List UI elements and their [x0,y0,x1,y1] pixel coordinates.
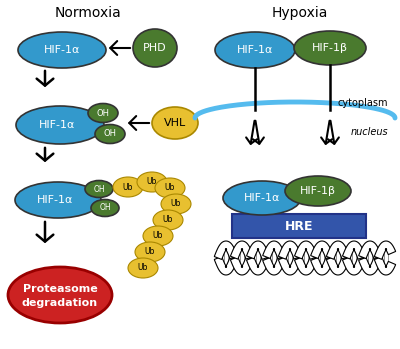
Ellipse shape [18,32,106,68]
Ellipse shape [95,125,125,143]
Polygon shape [374,241,396,259]
Text: Ub: Ub [147,178,157,186]
Text: HIF-1α: HIF-1α [44,45,80,55]
Text: OH: OH [99,203,111,213]
Text: Ub: Ub [171,200,181,208]
Text: Normoxia: Normoxia [55,6,121,20]
Ellipse shape [135,242,165,262]
Text: HIF-1β: HIF-1β [312,43,348,53]
Text: Ub: Ub [123,183,133,192]
Ellipse shape [133,29,177,67]
Text: OH: OH [104,129,116,139]
Polygon shape [294,257,318,275]
Text: Hypoxia: Hypoxia [272,6,328,20]
Polygon shape [294,241,318,259]
Polygon shape [326,257,350,275]
Polygon shape [311,258,333,275]
Ellipse shape [91,200,119,216]
Ellipse shape [113,177,143,197]
Polygon shape [374,257,396,275]
Text: Proteasome: Proteasome [23,284,97,294]
Polygon shape [230,241,254,259]
Text: OH: OH [93,185,105,193]
Text: HIF-1α: HIF-1α [37,195,73,205]
Ellipse shape [285,176,351,206]
Ellipse shape [143,226,173,246]
Text: HRE: HRE [285,220,313,232]
Ellipse shape [153,210,183,230]
Text: Ub: Ub [153,231,163,240]
Text: HIF-1β: HIF-1β [300,186,336,196]
Ellipse shape [8,267,112,323]
Ellipse shape [88,104,118,122]
Ellipse shape [161,194,191,214]
Polygon shape [326,241,350,259]
Text: HIF-1α: HIF-1α [244,193,280,203]
Polygon shape [214,257,238,275]
Text: cytoplasm: cytoplasm [338,98,388,108]
Ellipse shape [15,182,101,218]
Text: Ub: Ub [138,263,148,273]
Polygon shape [342,257,366,275]
Ellipse shape [85,180,113,198]
Ellipse shape [155,178,185,198]
Polygon shape [246,241,270,259]
Text: Ub: Ub [145,247,155,257]
Polygon shape [278,257,302,275]
Polygon shape [246,257,270,275]
Ellipse shape [294,31,366,65]
Ellipse shape [16,106,104,144]
Polygon shape [214,241,238,259]
Text: VHL: VHL [164,118,186,128]
Text: PHD: PHD [143,43,167,53]
Text: degradation: degradation [22,298,98,308]
Text: OH: OH [96,109,110,118]
Polygon shape [230,257,254,275]
Text: HIF-1α: HIF-1α [39,120,75,130]
Ellipse shape [128,258,158,278]
Ellipse shape [215,32,295,68]
Text: HIF-1α: HIF-1α [237,45,273,55]
Bar [232,214,366,238]
Text: nucleus: nucleus [350,127,388,137]
Polygon shape [359,241,381,259]
Polygon shape [311,241,333,259]
Text: Ub: Ub [165,184,175,193]
Polygon shape [342,241,366,259]
Ellipse shape [137,172,167,192]
Polygon shape [278,241,302,259]
Polygon shape [359,258,381,275]
Ellipse shape [223,181,301,215]
Ellipse shape [152,107,198,139]
Polygon shape [263,241,285,259]
Text: Ub: Ub [163,215,173,224]
Polygon shape [263,257,285,275]
